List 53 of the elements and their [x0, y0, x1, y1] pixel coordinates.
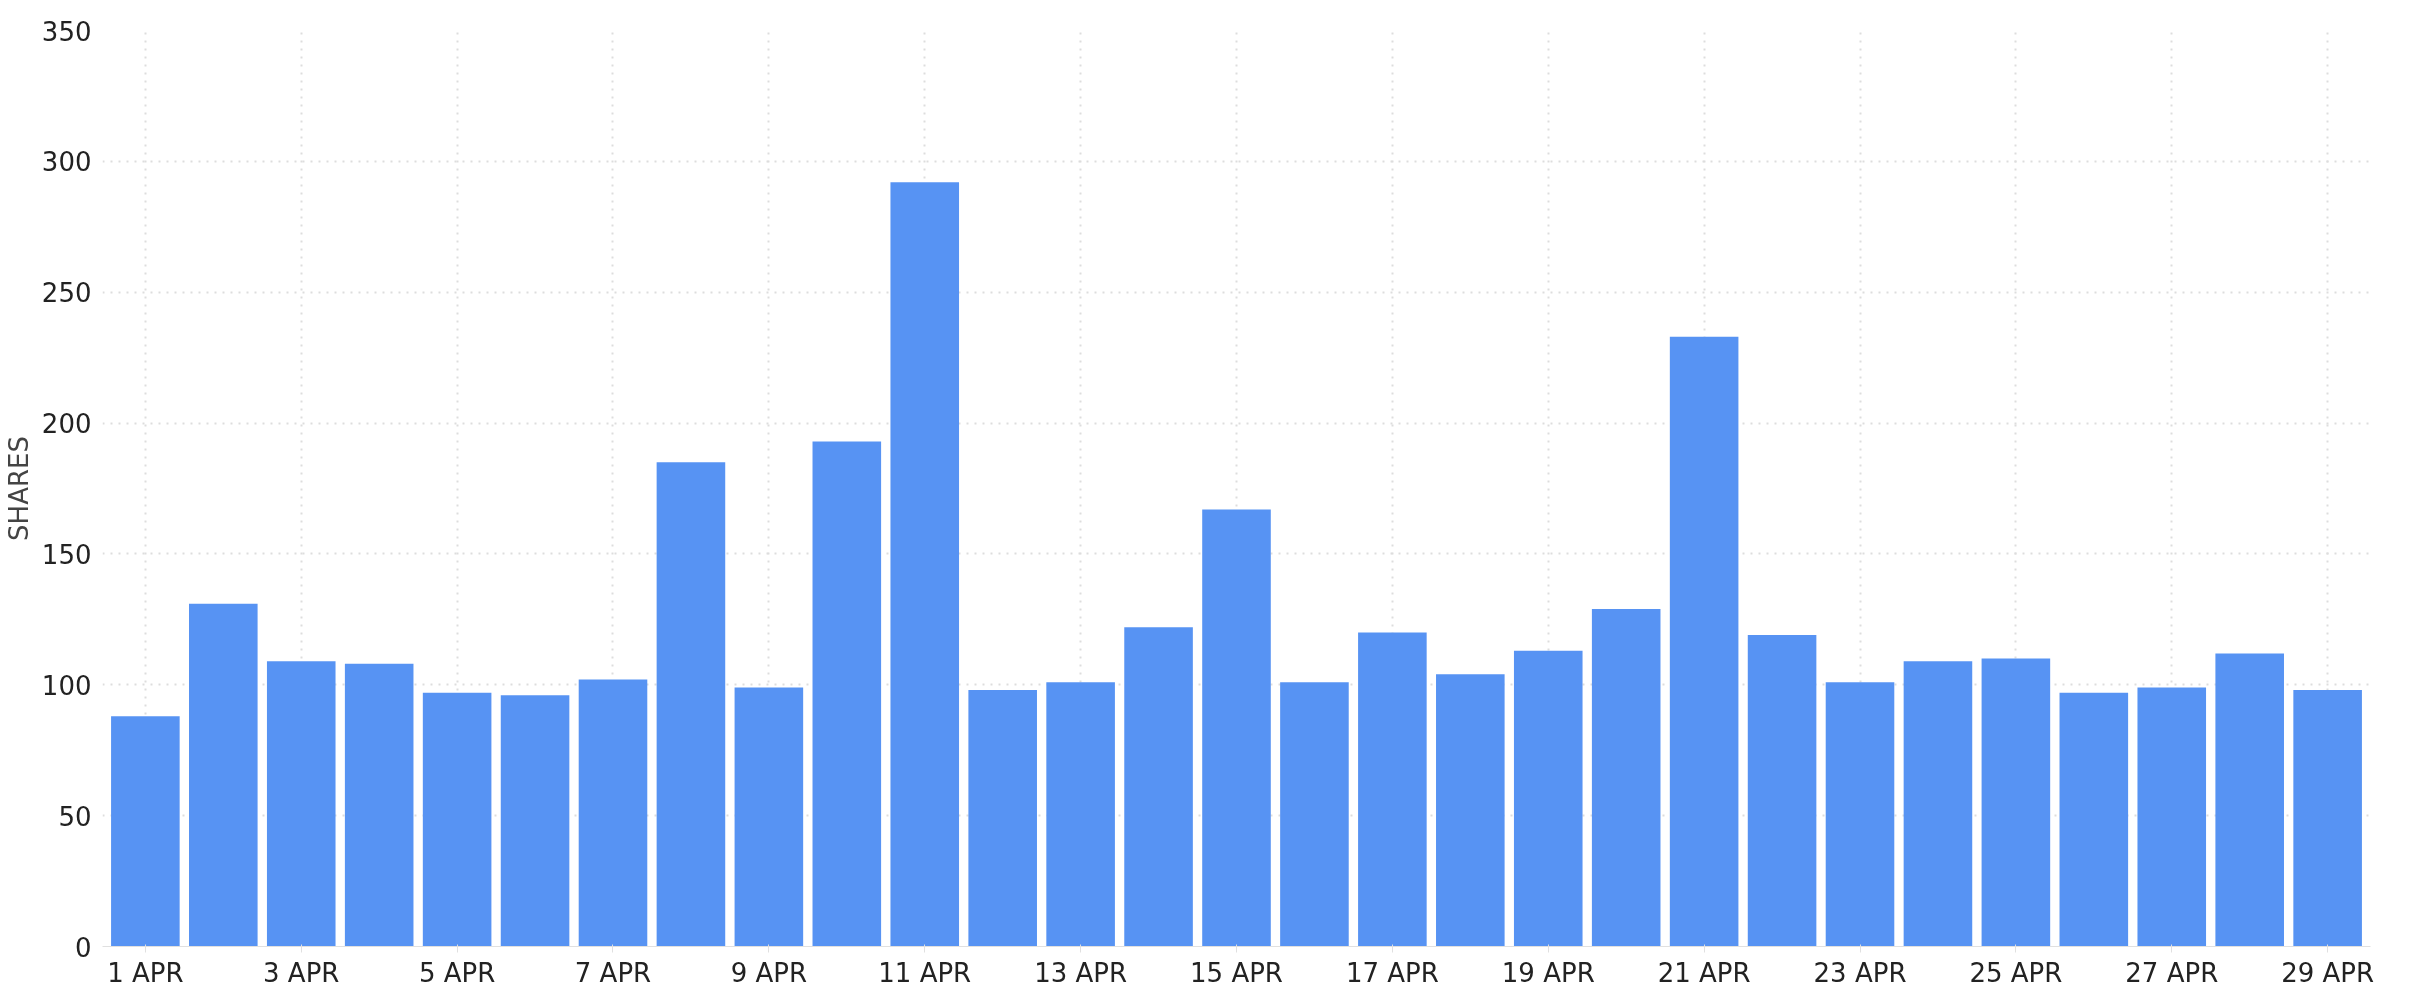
bar: [266, 661, 336, 947]
bar: [812, 441, 882, 947]
bar: [1903, 661, 1973, 947]
x-tick-label: 25 APR: [1969, 957, 2063, 988]
bar: [1436, 674, 1505, 947]
y-tick-label: 0: [74, 932, 92, 963]
bar: [734, 687, 804, 947]
bar: [1981, 658, 2051, 947]
x-tick-label: 17 APR: [1345, 957, 1439, 988]
bar: [578, 679, 648, 947]
y-tick-label: 100: [41, 670, 92, 701]
bar: [189, 603, 258, 947]
bar: [344, 663, 414, 947]
bar: [1202, 509, 1271, 947]
x-tick-label: 9 APR: [730, 957, 808, 988]
y-tick-label: 150: [41, 539, 92, 570]
bar: [1358, 632, 1427, 947]
bar: [2137, 687, 2207, 947]
bar: [1046, 682, 1115, 947]
bar: [2059, 692, 2129, 947]
x-tick-label: 13 APR: [1034, 957, 1128, 988]
bar: [1591, 608, 1661, 947]
bar: [1124, 627, 1193, 947]
y-tick-label: 300: [41, 147, 92, 178]
x-tick-label: 1 APR: [107, 957, 184, 988]
x-tick-label: 27 APR: [2125, 957, 2219, 988]
y-tick-label: 250: [41, 278, 92, 309]
x-tick-label: 5 APR: [418, 957, 496, 988]
x-tick-label: 7 APR: [574, 957, 652, 988]
x-tick-label: 23 APR: [1813, 957, 1907, 988]
bar: [1825, 682, 1895, 947]
x-tick-label: 29 APR: [2281, 957, 2375, 988]
y-tick-label: 50: [58, 801, 92, 832]
bar: [2215, 653, 2284, 947]
bar: [500, 695, 570, 947]
y-tick-label: 200: [41, 409, 92, 440]
y-axis-title: SHARES: [3, 436, 34, 541]
bar: [890, 182, 960, 947]
x-tick-label: 21 APR: [1657, 957, 1751, 988]
x-tick-label: 15 APR: [1190, 957, 1283, 988]
bar: [111, 716, 180, 947]
x-tick-label: 3 APR: [263, 957, 340, 988]
bar: [2293, 690, 2362, 947]
x-tick-label: 19 APR: [1501, 957, 1595, 988]
bar: [1280, 682, 1349, 947]
bar: [656, 462, 726, 947]
bar: [422, 692, 492, 947]
x-tick-label: 11 APR: [878, 957, 972, 988]
bar: [1747, 635, 1817, 947]
bar: [1513, 650, 1583, 947]
bar: [968, 690, 1037, 947]
bar: [1669, 336, 1739, 947]
y-tick-label: 350: [41, 16, 92, 47]
